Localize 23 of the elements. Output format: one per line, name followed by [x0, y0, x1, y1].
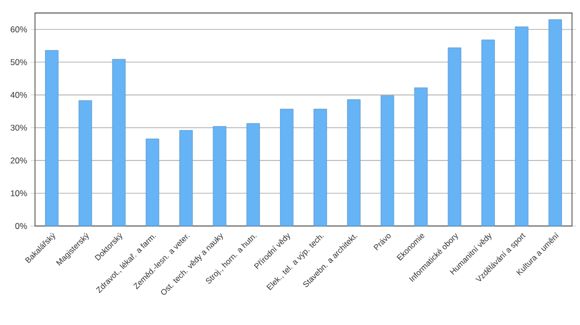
bar — [414, 88, 428, 226]
bar — [112, 59, 126, 226]
bar — [347, 99, 361, 226]
bar — [514, 26, 528, 226]
bar — [481, 40, 495, 226]
bar — [448, 48, 462, 226]
bar — [380, 95, 394, 226]
y-tick-label: 10% — [10, 190, 27, 196]
bar — [212, 126, 226, 226]
y-tick-label: 50% — [10, 59, 27, 66]
bar — [548, 19, 562, 226]
bar — [314, 108, 327, 226]
bar — [78, 100, 92, 226]
y-tick-label: 40% — [10, 92, 27, 98]
bar — [45, 50, 58, 226]
bar — [179, 130, 193, 226]
bar — [280, 108, 294, 226]
bar — [146, 138, 160, 226]
y-tick-label: 60% — [10, 26, 27, 32]
y-tick-label: 30% — [10, 124, 27, 131]
bar — [246, 123, 260, 226]
y-tick-label: 20% — [10, 157, 27, 164]
y-tick-label: 0% — [15, 223, 27, 229]
